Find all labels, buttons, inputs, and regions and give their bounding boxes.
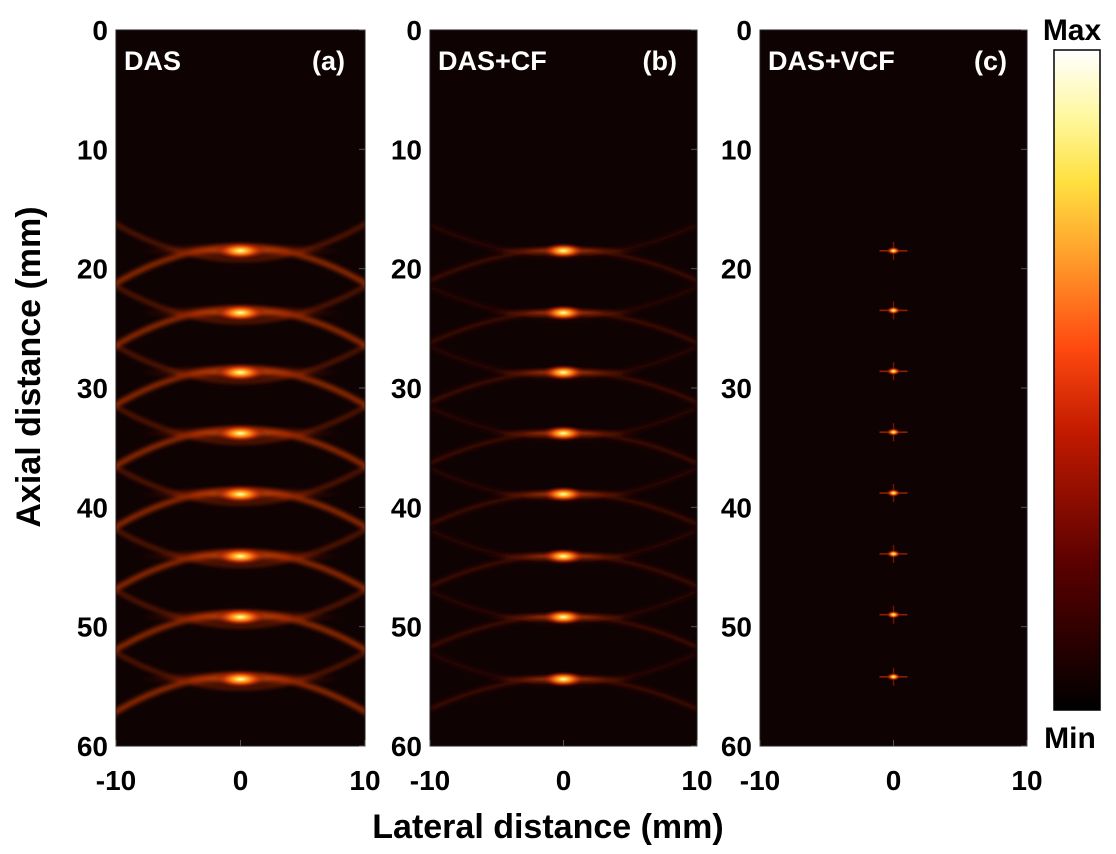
x-tick-label: 10: [1011, 765, 1042, 796]
y-tick-label: 0: [736, 15, 752, 46]
y-tick-label: 40: [721, 492, 752, 523]
point-target: [541, 364, 586, 381]
panel-background: [430, 30, 697, 746]
point-target: [214, 485, 267, 504]
y-tick-label: 60: [391, 731, 422, 762]
panel-title: DAS+CF: [438, 46, 547, 76]
sidelobe-arc: [116, 404, 365, 445]
x-tick-label: 0: [556, 765, 572, 796]
y-tick-label: 10: [721, 134, 752, 165]
point-target: [214, 547, 267, 566]
point-target: [541, 548, 586, 565]
sidelobe-arc: [116, 221, 365, 262]
panel-title: DAS: [124, 46, 181, 76]
y-tick-label: 20: [77, 254, 108, 285]
panel-vcf: DAS+VCF (c): [759, 29, 1028, 747]
point-target: [214, 424, 267, 443]
y-tick-label: 50: [77, 612, 108, 643]
y-tick-label: 30: [77, 373, 108, 404]
y-tick-label: 40: [77, 492, 108, 523]
y-axis-label: Axial distance (mm): [10, 206, 48, 527]
point-target: [541, 609, 586, 626]
point-target: [886, 367, 901, 376]
y-tick-label: 60: [77, 731, 108, 762]
point-target: [886, 306, 901, 315]
point-target: [541, 425, 586, 442]
panel-background: [760, 30, 1027, 746]
point-target: [214, 608, 267, 627]
y-tick-label: 60: [721, 731, 752, 762]
y-tick-label: 30: [721, 373, 752, 404]
panel-cf: DAS+CF (b): [429, 29, 698, 747]
x-axis-label: Lateral distance (mm): [372, 808, 723, 846]
point-target: [886, 246, 901, 255]
x-tick-label: 10: [681, 765, 712, 796]
x-tick-label: -10: [740, 765, 780, 796]
sidelobe-arc: [116, 343, 365, 384]
y-tick-label: 40: [391, 492, 422, 523]
point-target: [541, 304, 586, 321]
x-tick-label: -10: [96, 765, 136, 796]
colorbar: Max Min: [1043, 14, 1102, 755]
y-axes-group: 0 10 20 30 40 50 60 0 10 20 30 40 50 60 0 10 20 30 40 50 60: [77, 15, 752, 762]
point-target: [541, 671, 586, 688]
y-tick-label: 50: [721, 612, 752, 643]
point-target: [214, 363, 267, 382]
y-tick-label: 20: [721, 254, 752, 285]
y-tick-label: 10: [77, 134, 108, 165]
y-tick-label: 0: [92, 15, 108, 46]
sidelobe-arc: [116, 465, 365, 506]
y-tick-label: 0: [406, 15, 422, 46]
point-target: [886, 610, 901, 619]
point-target: [886, 672, 901, 681]
panel-title: DAS+VCF: [768, 46, 895, 76]
point-target: [214, 303, 267, 322]
panel-das: DAS (a): [115, 29, 366, 747]
x-tick-label: 10: [349, 765, 380, 796]
point-target: [214, 670, 267, 689]
panel-label: (b): [643, 46, 677, 76]
y-tick-label: 50: [391, 612, 422, 643]
x-axes-group: -10 0 10 -10 0 10 -10 0 10: [96, 765, 1043, 796]
x-tick-label: 0: [886, 765, 902, 796]
point-target: [886, 549, 901, 558]
colorbar-gradient: [1053, 49, 1101, 711]
panel-label: (a): [312, 46, 345, 76]
point-target: [886, 489, 901, 498]
y-tick-label: 10: [391, 134, 422, 165]
panels-group: DAS (a) DAS+CF (b) DAS+VCF (c): [115, 29, 1028, 747]
point-target: [214, 241, 267, 260]
point-target: [886, 428, 901, 437]
x-tick-label: -10: [410, 765, 450, 796]
y-tick-label: 20: [391, 254, 422, 285]
panel-label: (c): [974, 46, 1007, 76]
colorbar-min-label: Min: [1044, 722, 1096, 755]
x-tick-label: 0: [233, 765, 249, 796]
point-target: [541, 486, 586, 503]
y-tick-label: 30: [391, 373, 422, 404]
colorbar-max-label: Max: [1043, 14, 1102, 47]
